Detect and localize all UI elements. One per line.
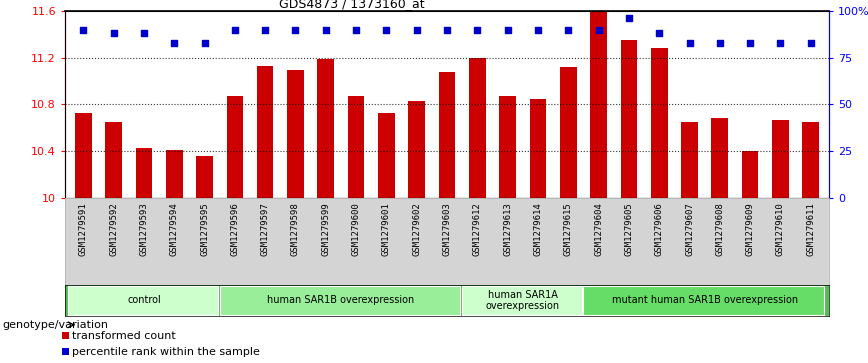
Text: GSM1279598: GSM1279598: [291, 202, 300, 256]
Bar: [681, 122, 698, 198]
Point: [76, 26, 90, 32]
Text: mutant human SAR1B overexpression: mutant human SAR1B overexpression: [612, 295, 798, 305]
Point: [531, 26, 545, 32]
Text: transformed count: transformed count: [72, 331, 175, 341]
Text: GSM1279592: GSM1279592: [109, 202, 118, 256]
Point: [682, 40, 696, 46]
Text: GSM1279597: GSM1279597: [260, 202, 270, 256]
Point: [713, 40, 727, 46]
Text: GSM1279593: GSM1279593: [140, 202, 148, 256]
Text: GSM1279595: GSM1279595: [200, 202, 209, 256]
Text: GSM1279602: GSM1279602: [412, 202, 421, 256]
Point: [137, 30, 151, 36]
Text: GSM1279609: GSM1279609: [746, 202, 754, 256]
Bar: [462, 286, 582, 315]
Text: GSM1279615: GSM1279615: [563, 202, 573, 256]
Point: [592, 26, 606, 32]
Point: [410, 26, 424, 32]
Text: GSM1279591: GSM1279591: [79, 202, 88, 256]
Text: GSM1279600: GSM1279600: [352, 202, 360, 256]
Text: GSM1279599: GSM1279599: [321, 202, 331, 256]
Bar: [499, 96, 516, 198]
Bar: [438, 72, 456, 198]
Text: GSM1279606: GSM1279606: [654, 202, 664, 256]
Text: GDS4873 / 1373160_at: GDS4873 / 1373160_at: [279, 0, 424, 10]
Text: percentile rank within the sample: percentile rank within the sample: [72, 347, 260, 357]
Bar: [621, 40, 637, 198]
Point: [198, 40, 212, 46]
Point: [349, 26, 363, 32]
Bar: [196, 156, 213, 198]
Bar: [802, 122, 819, 198]
Bar: [529, 98, 546, 198]
Text: human SAR1B overexpression: human SAR1B overexpression: [267, 295, 415, 305]
Bar: [227, 96, 243, 198]
Point: [470, 26, 484, 32]
Text: GSM1279610: GSM1279610: [776, 202, 785, 256]
Text: GSM1279614: GSM1279614: [534, 202, 542, 256]
Point: [319, 26, 332, 32]
Bar: [75, 113, 92, 198]
Bar: [712, 118, 728, 198]
Text: genotype/variation: genotype/variation: [2, 320, 108, 330]
Text: GSM1279607: GSM1279607: [685, 202, 694, 256]
Point: [804, 40, 818, 46]
Text: control: control: [127, 295, 161, 305]
Point: [652, 30, 666, 36]
Point: [228, 26, 242, 32]
Point: [562, 26, 575, 32]
Bar: [62, 348, 69, 355]
Bar: [773, 119, 789, 198]
Bar: [408, 101, 425, 198]
Text: GSM1279613: GSM1279613: [503, 202, 512, 256]
Bar: [287, 70, 304, 198]
Text: GSM1279612: GSM1279612: [473, 202, 482, 256]
Point: [168, 40, 181, 46]
Bar: [590, 12, 607, 198]
Bar: [469, 58, 486, 198]
Bar: [105, 122, 122, 198]
Text: GSM1279608: GSM1279608: [715, 202, 724, 256]
Point: [743, 40, 757, 46]
Text: GSM1279594: GSM1279594: [170, 202, 179, 256]
Bar: [62, 332, 69, 339]
Bar: [742, 151, 759, 198]
Text: GSM1279601: GSM1279601: [382, 202, 391, 256]
Point: [288, 26, 302, 32]
Point: [773, 40, 787, 46]
Text: GSM1279603: GSM1279603: [443, 202, 451, 256]
Text: human SAR1A
overexpression: human SAR1A overexpression: [486, 290, 560, 311]
Bar: [166, 150, 182, 198]
Point: [622, 16, 636, 21]
Bar: [651, 48, 667, 198]
Bar: [257, 66, 273, 198]
Point: [379, 26, 393, 32]
Point: [501, 26, 515, 32]
Bar: [220, 286, 460, 315]
Bar: [560, 67, 576, 198]
Bar: [68, 286, 218, 315]
Bar: [348, 96, 365, 198]
Text: GSM1279604: GSM1279604: [594, 202, 603, 256]
Bar: [318, 59, 334, 198]
Text: GSM1279605: GSM1279605: [624, 202, 634, 256]
Text: GSM1279611: GSM1279611: [806, 202, 815, 256]
Text: GSM1279596: GSM1279596: [230, 202, 240, 256]
Point: [107, 30, 121, 36]
Bar: [135, 148, 152, 198]
Bar: [378, 113, 395, 198]
Point: [258, 26, 272, 32]
Point: [440, 26, 454, 32]
Bar: [583, 286, 824, 315]
